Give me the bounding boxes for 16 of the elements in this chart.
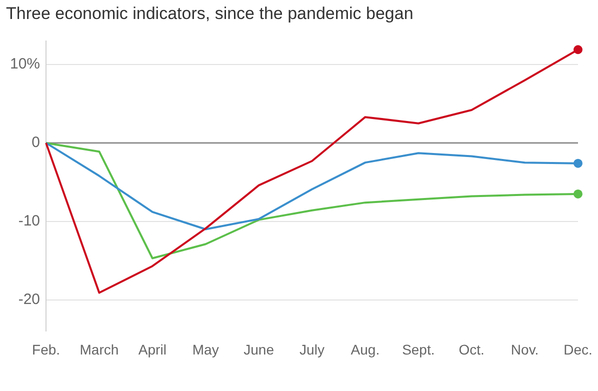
y-tick-label: -10	[18, 212, 40, 230]
y-tick-label: 0	[32, 134, 40, 152]
x-tick-label: June	[244, 341, 274, 358]
chart-title: Three economic indicators, since the pandemic began	[6, 4, 414, 24]
x-tick-label: May	[192, 341, 219, 358]
x-tick-label: Nov.	[510, 341, 539, 358]
x-tick-label: April	[138, 341, 166, 358]
x-tick-label: Feb.	[32, 341, 60, 358]
x-tick-label: March	[80, 341, 119, 358]
x-tick-label: Oct.	[458, 341, 484, 358]
x-tick-label: Sept.	[402, 341, 435, 358]
x-tick-label: Dec.	[564, 341, 592, 358]
y-tick-label: -20	[18, 290, 40, 308]
x-tick-label: July	[300, 341, 324, 358]
y-tick-label: 10%	[10, 56, 40, 73]
x-tick-label: Aug.	[350, 341, 380, 358]
